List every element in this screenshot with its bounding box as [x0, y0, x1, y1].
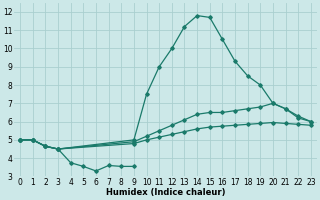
X-axis label: Humidex (Indice chaleur): Humidex (Indice chaleur) [106, 188, 225, 197]
